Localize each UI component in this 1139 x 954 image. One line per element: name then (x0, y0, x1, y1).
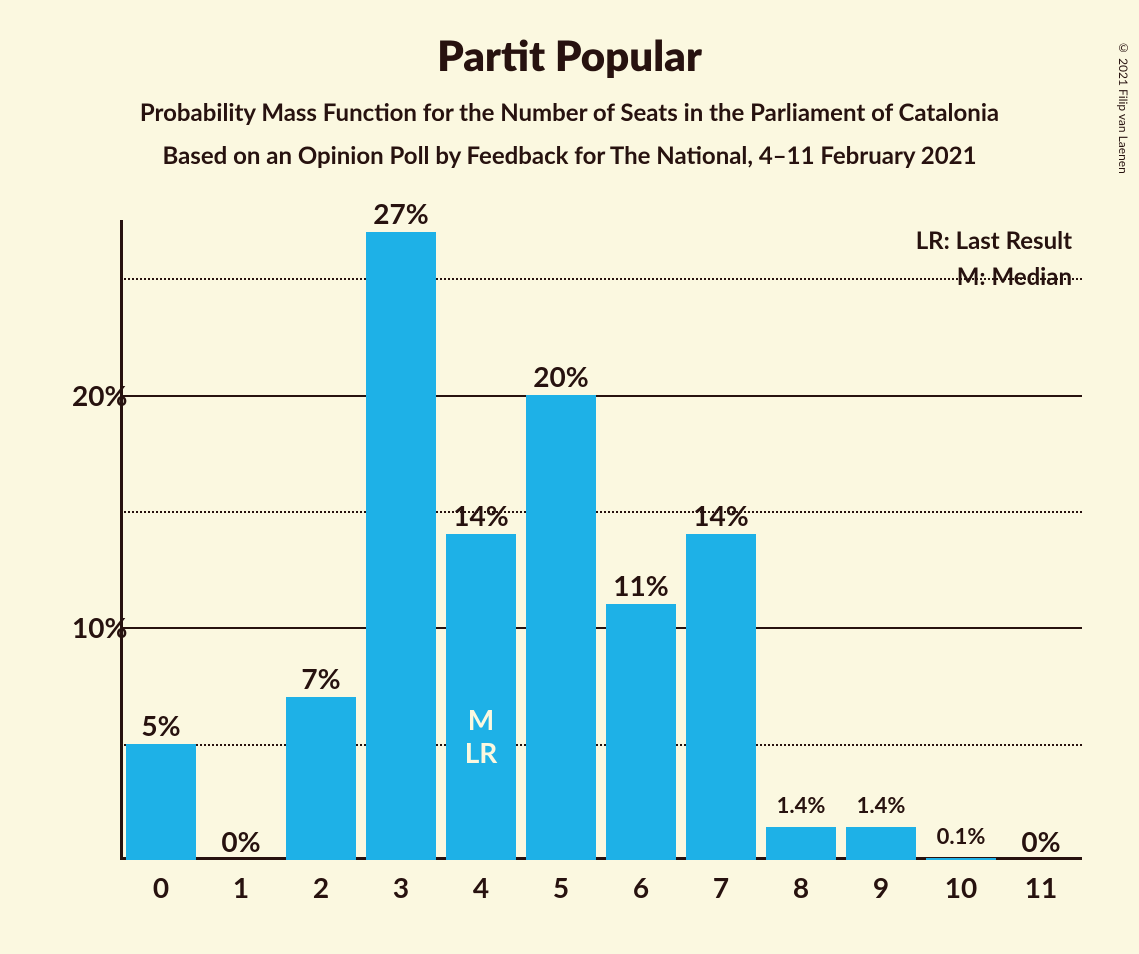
x-tick-label: 11 (1025, 870, 1057, 904)
bar-value-label: 27% (373, 196, 428, 230)
chart-title: Partit Popular (0, 30, 1139, 80)
chart-subtitle-2: Based on an Opinion Poll by Feedback for… (0, 141, 1139, 170)
x-tick-label: 9 (873, 870, 889, 904)
bar (846, 827, 916, 860)
bar-value-label: 7% (301, 661, 340, 695)
x-tick-label: 6 (633, 870, 649, 904)
y-axis (120, 220, 123, 860)
bar-value-label: 0% (221, 824, 260, 858)
bar (526, 395, 596, 860)
bar-value-label: 5% (141, 708, 180, 742)
bar-value-label: 20% (533, 359, 588, 393)
x-tick-label: 10 (945, 870, 977, 904)
x-tick-label: 1 (233, 870, 249, 904)
bar (926, 858, 996, 860)
chart-area: 10%20% MLR 5%0%7%27%14%20%11%14%1.4%1.4%… (72, 220, 1082, 910)
bar (366, 232, 436, 860)
x-tick-label: 4 (473, 870, 489, 904)
legend-median: M: Median (957, 262, 1072, 291)
x-tick-label: 2 (313, 870, 329, 904)
bar-value-label: 0.1% (937, 822, 986, 849)
bar: MLR (446, 534, 516, 860)
gridline-major (120, 395, 1082, 397)
x-tick-label: 7 (713, 870, 729, 904)
gridline-major (120, 627, 1082, 629)
x-tick-label: 8 (793, 870, 809, 904)
bar-value-label: 1.4% (857, 791, 906, 818)
bar (606, 604, 676, 860)
bar (286, 697, 356, 860)
x-tick-label: 0 (153, 870, 169, 904)
bar-value-label: 1.4% (777, 791, 826, 818)
gridline-minor (120, 511, 1082, 513)
bar-value-label: 14% (453, 498, 508, 532)
gridline-minor (120, 744, 1082, 746)
x-tick-label: 3 (393, 870, 409, 904)
gridline-minor (120, 278, 1082, 280)
bar (126, 744, 196, 860)
copyright-text: © 2021 Filip van Laenen (1116, 40, 1131, 174)
bar (686, 534, 756, 860)
chart-subtitle-1: Probability Mass Function for the Number… (0, 98, 1139, 127)
x-tick-label: 5 (553, 870, 569, 904)
bar (766, 827, 836, 860)
bar-value-label: 0% (1021, 824, 1060, 858)
bar-annotation: MLR (446, 703, 516, 770)
bar-value-label: 14% (693, 498, 748, 532)
legend-last-result: LR: Last Result (916, 226, 1072, 255)
bar-value-label: 11% (613, 568, 668, 602)
